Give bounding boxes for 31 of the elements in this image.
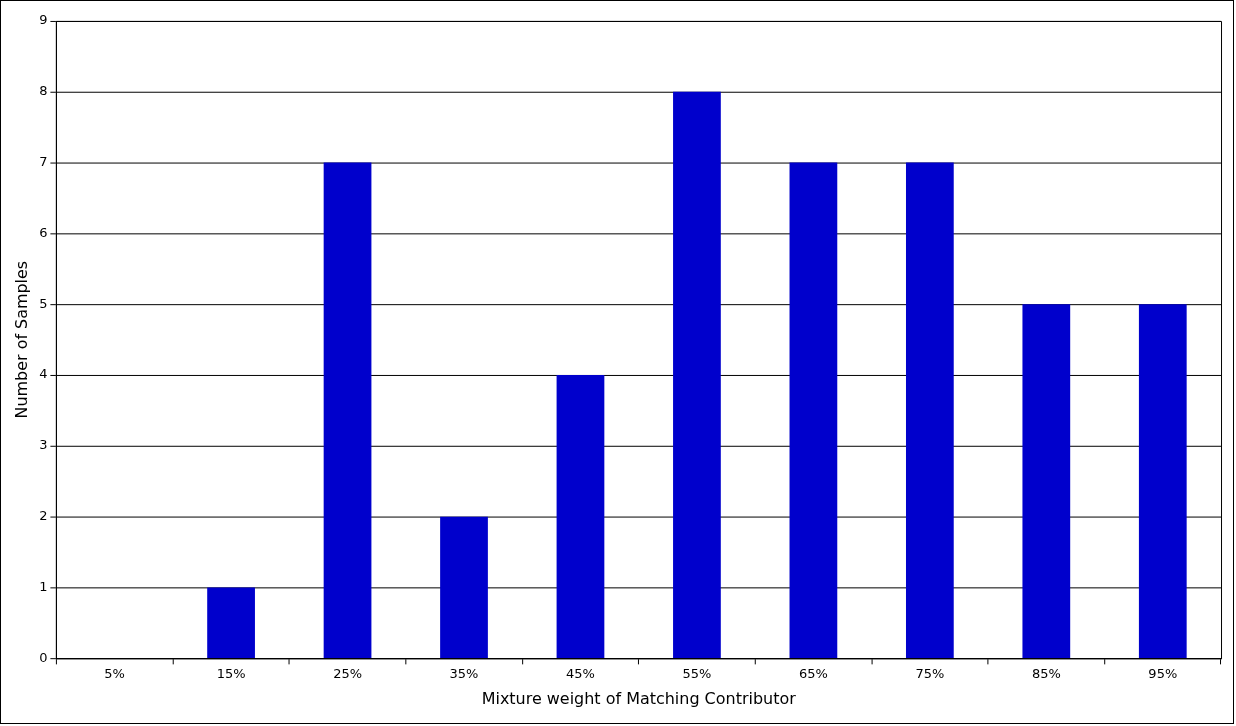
x-tick-label: 45% <box>566 666 595 682</box>
bar <box>673 91 721 658</box>
x-tick-label: 55% <box>682 666 712 682</box>
y-tick-label: 0 <box>39 649 48 665</box>
x-tick-label: 75% <box>915 666 945 682</box>
y-tick-label: 1 <box>39 578 48 594</box>
y-tick-label: 9 <box>39 12 48 28</box>
x-tick-label: 25% <box>333 666 362 682</box>
bar <box>323 162 372 658</box>
bar <box>207 587 255 658</box>
y-tick-label: 6 <box>39 224 48 240</box>
y-tick-label: 4 <box>39 366 48 382</box>
y-tick-label: 3 <box>39 437 48 453</box>
x-tick-label: 15% <box>216 666 246 682</box>
bar <box>556 375 605 658</box>
y-tick-label: 2 <box>39 508 48 524</box>
bar <box>1138 304 1187 658</box>
x-tick-label: 35% <box>449 666 479 682</box>
y-tick-label: 7 <box>39 153 48 169</box>
bar <box>789 162 838 658</box>
x-tick-label: 5% <box>104 666 125 682</box>
y-axis-title: Number of Samples <box>11 260 31 419</box>
y-tick-label: 5 <box>39 295 48 311</box>
y-tick-label: 8 <box>39 83 48 99</box>
x-tick-label: 95% <box>1148 666 1178 682</box>
bar <box>905 162 954 658</box>
bar <box>440 516 488 658</box>
x-tick-label: 85% <box>1031 666 1061 682</box>
x-tick-label: 65% <box>798 666 828 682</box>
bar <box>1022 304 1071 658</box>
x-axis-title: Mixture weight of Matching Contributor <box>481 688 797 708</box>
